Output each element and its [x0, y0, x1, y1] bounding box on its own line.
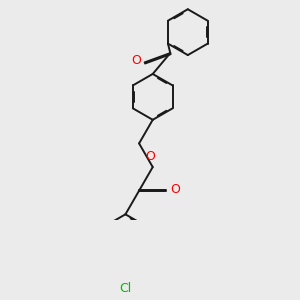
Text: O: O: [131, 54, 141, 67]
Text: Cl: Cl: [119, 282, 132, 295]
Text: O: O: [146, 150, 155, 163]
Text: O: O: [171, 182, 181, 196]
